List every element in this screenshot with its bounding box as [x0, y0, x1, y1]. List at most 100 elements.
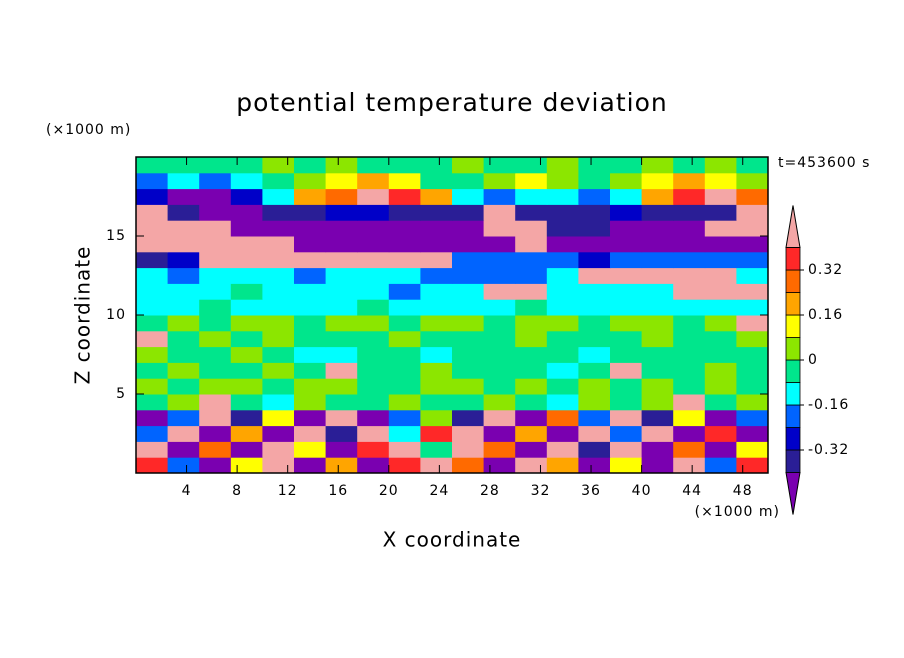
cell — [483, 441, 516, 458]
x-tick-label: 36 — [581, 483, 601, 499]
cell — [325, 157, 358, 174]
cell — [515, 346, 548, 363]
cell — [294, 457, 327, 474]
cell — [420, 299, 453, 316]
cell — [388, 188, 421, 205]
cell — [294, 220, 327, 237]
colorbar-band — [785, 269, 801, 293]
cell — [641, 299, 674, 316]
cell — [388, 394, 421, 411]
cell — [704, 346, 737, 363]
cell — [136, 188, 169, 205]
y-tick-label: 10 — [106, 307, 126, 323]
cell — [388, 157, 421, 174]
cell — [641, 283, 674, 300]
cell — [199, 330, 232, 348]
cell — [420, 172, 453, 190]
cell — [515, 283, 548, 300]
cell — [704, 204, 737, 221]
cell — [483, 330, 516, 348]
cell — [357, 378, 390, 395]
cell — [388, 220, 421, 237]
cell — [673, 425, 706, 442]
cell — [199, 204, 232, 221]
cell — [136, 362, 169, 379]
cell — [452, 236, 485, 253]
cell — [199, 362, 232, 379]
cell — [483, 425, 516, 442]
cell — [294, 409, 327, 427]
cell — [136, 441, 169, 458]
cell — [704, 409, 737, 427]
cell — [641, 236, 674, 253]
cell — [452, 204, 485, 221]
cell — [610, 362, 643, 379]
cell — [357, 315, 390, 332]
cell — [578, 220, 611, 237]
cell — [641, 378, 674, 395]
cell — [641, 267, 674, 284]
cell — [136, 330, 169, 348]
cell — [578, 425, 611, 442]
cell — [736, 330, 769, 348]
y-tick-label: 5 — [116, 386, 126, 402]
cell — [610, 267, 643, 284]
cell — [357, 204, 390, 221]
cell — [610, 251, 643, 269]
cell — [388, 378, 421, 395]
cell — [704, 157, 737, 174]
cell — [610, 236, 643, 253]
cell — [325, 346, 358, 363]
cell — [610, 172, 643, 190]
cell — [388, 315, 421, 332]
cell — [704, 315, 737, 332]
cell — [546, 409, 579, 427]
cell — [262, 220, 295, 237]
cell — [673, 172, 706, 190]
cell — [673, 204, 706, 221]
cell — [483, 315, 516, 332]
cell — [673, 236, 706, 253]
cell — [578, 236, 611, 253]
cell — [388, 425, 421, 442]
cell — [357, 283, 390, 300]
cell — [704, 188, 737, 205]
cell — [736, 409, 769, 427]
cell — [420, 157, 453, 174]
cell — [136, 394, 169, 411]
cell — [736, 425, 769, 442]
cell — [325, 394, 358, 411]
cell — [515, 172, 548, 190]
cell — [673, 251, 706, 269]
cell — [546, 157, 579, 174]
cell — [546, 315, 579, 332]
cell — [736, 299, 769, 316]
cell — [357, 220, 390, 237]
cell — [578, 172, 611, 190]
cell — [452, 394, 485, 411]
cell — [230, 378, 263, 395]
cell — [230, 315, 263, 332]
cell — [546, 220, 579, 237]
cell — [515, 315, 548, 332]
cell — [673, 283, 706, 300]
cell — [199, 425, 232, 442]
cell — [704, 330, 737, 348]
cell — [136, 299, 169, 316]
cell — [673, 315, 706, 332]
cell — [136, 409, 169, 427]
cell — [294, 394, 327, 411]
cell — [704, 236, 737, 253]
cell — [230, 283, 263, 300]
cell — [420, 425, 453, 442]
cell — [641, 346, 674, 363]
cell — [420, 220, 453, 237]
cell — [515, 267, 548, 284]
cell — [641, 220, 674, 237]
cell — [199, 220, 232, 237]
cell — [515, 299, 548, 316]
x-tick-label: 28 — [480, 483, 500, 499]
cell — [578, 362, 611, 379]
cell — [546, 457, 579, 474]
cell — [704, 441, 737, 458]
